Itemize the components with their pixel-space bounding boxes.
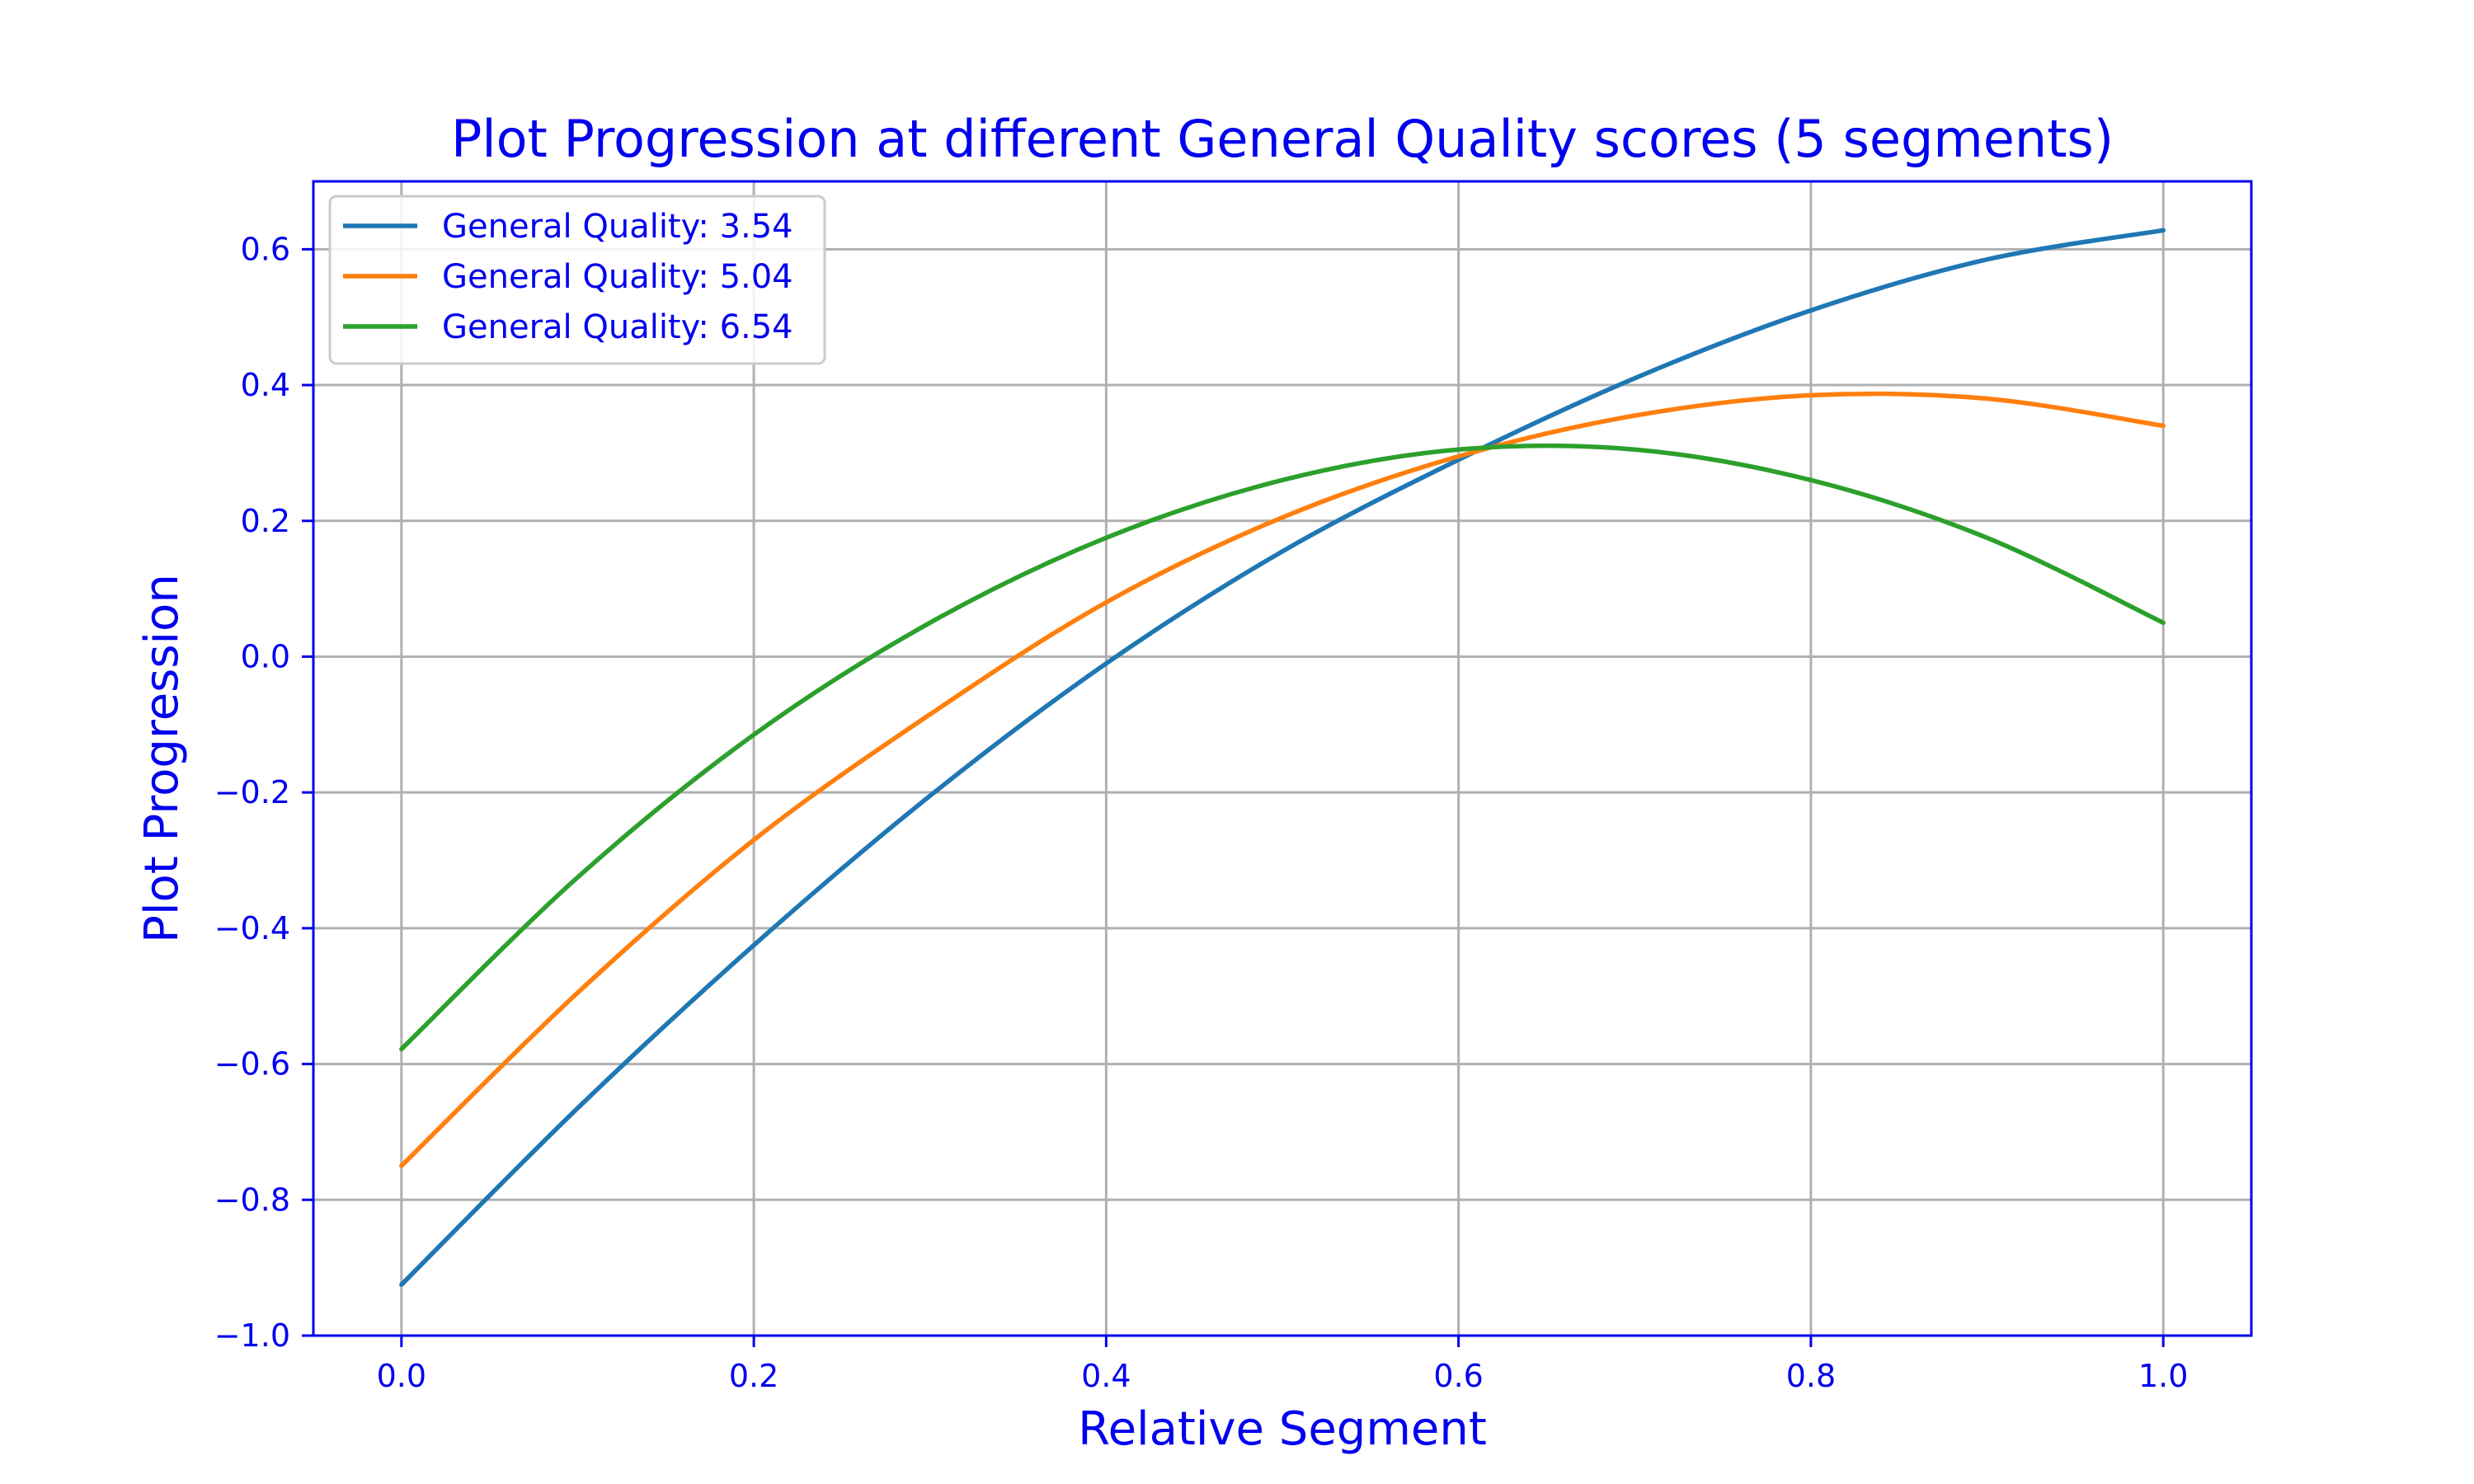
y-tick-label: −1.0 xyxy=(214,1317,290,1354)
y-tick-label: 0.2 xyxy=(241,503,290,539)
y-tick-label: −0.6 xyxy=(214,1046,290,1082)
y-axis-label: Plot Progression xyxy=(135,574,189,943)
y-tick-label: 0.6 xyxy=(241,231,290,267)
x-axis-label: Relative Segment xyxy=(1078,1402,1487,1456)
series-line-1 xyxy=(399,228,2166,1287)
series-line-3 xyxy=(399,443,2166,1052)
y-tick-label: 0.4 xyxy=(241,367,290,403)
x-tick-label: 1.0 xyxy=(2138,1358,2188,1394)
series-line-2 xyxy=(399,391,2166,1168)
axis-ticks: 0.0 0.2 0.4 0.6 0.8 1.0 −1.0 −0.8 −0.6 −0.4 −0.2 0.… xyxy=(214,231,2189,1394)
y-tick-label: −0.8 xyxy=(214,1181,290,1218)
legend-label-3: General Quality: 6.54 xyxy=(442,308,793,346)
y-tick-label: 0.0 xyxy=(241,638,290,674)
x-tick-label: 0.4 xyxy=(1081,1358,1131,1394)
grid xyxy=(313,181,2251,1337)
series-lines xyxy=(399,228,2166,1287)
y-tick-label: −0.2 xyxy=(214,774,290,810)
x-tick-label: 0.8 xyxy=(1786,1358,1836,1394)
y-tick-label: −0.4 xyxy=(214,910,290,946)
x-tick-label: 0.0 xyxy=(377,1358,426,1394)
legend: General Quality: 3.54 General Quality: 5.… xyxy=(328,195,826,365)
legend-box xyxy=(328,195,826,365)
plot-frame xyxy=(312,180,2253,1337)
chart-title: Plot Progression at different General Qu… xyxy=(451,109,2114,169)
x-tick-label: 0.2 xyxy=(729,1358,778,1394)
legend-label-1: General Quality: 3.54 xyxy=(442,208,793,246)
x-tick-label: 0.6 xyxy=(1433,1358,1483,1394)
legend-label-2: General Quality: 5.04 xyxy=(442,258,793,296)
